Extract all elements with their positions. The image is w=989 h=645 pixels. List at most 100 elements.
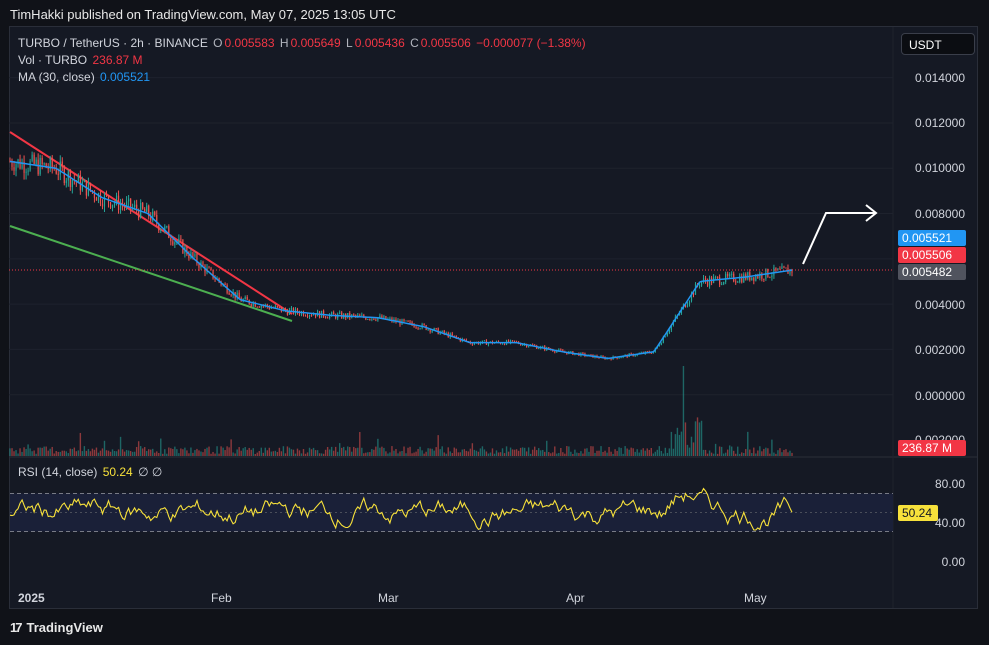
volume-bar xyxy=(51,446,53,456)
candle-body xyxy=(45,163,47,168)
volume-bar xyxy=(710,452,713,456)
candle-body xyxy=(548,347,550,350)
time-tick: Feb xyxy=(211,591,232,605)
volume-bar xyxy=(123,451,126,456)
volume-bar xyxy=(234,453,236,456)
volume-bar xyxy=(357,447,359,456)
volume-bar xyxy=(566,446,568,456)
candle-body xyxy=(79,174,81,191)
candle-body xyxy=(473,343,475,345)
volume-bar xyxy=(355,448,357,456)
volume-bar xyxy=(696,417,699,456)
volume-bar xyxy=(654,451,657,456)
volume-bar xyxy=(214,453,216,456)
volume-bar xyxy=(441,446,443,456)
volume-bar xyxy=(467,451,470,456)
volume-bar xyxy=(499,452,502,456)
candle-body xyxy=(487,342,490,345)
volume-bar xyxy=(351,451,353,456)
ma-legend[interactable]: MA (30, close) 0.005521 xyxy=(18,70,152,84)
volume-bar xyxy=(515,449,518,456)
volume-bar xyxy=(658,446,661,456)
symbol-label[interactable]: TURBO / TetherUS · 2h · BINANCE xyxy=(18,36,208,50)
volume-bar xyxy=(741,452,743,456)
candle-body xyxy=(236,292,238,299)
volume-bar xyxy=(379,447,381,456)
candle-body xyxy=(210,268,212,270)
volume-legend[interactable]: Vol · TURBO 236.87 M xyxy=(18,53,145,67)
price-tick: 0.008000 xyxy=(914,207,965,221)
candle-body xyxy=(329,314,331,318)
candle-body xyxy=(152,211,154,221)
rsi-value-tag: 50.24 xyxy=(898,505,938,521)
volume-bar xyxy=(196,448,198,456)
volume-bar xyxy=(385,451,387,456)
rsi-legend[interactable]: RSI (14, close) 50.24 ∅ ∅ xyxy=(18,465,164,479)
candle-body xyxy=(451,333,453,336)
volume-bar xyxy=(387,453,389,456)
volume-bar xyxy=(242,448,244,456)
volume-bar xyxy=(95,447,98,456)
volume-bar xyxy=(612,453,614,456)
volume-bar xyxy=(389,452,391,456)
candle-body xyxy=(156,214,158,224)
candle-body xyxy=(246,297,248,300)
candle-body xyxy=(196,254,198,264)
volume-bar xyxy=(302,449,305,456)
volume-bar xyxy=(391,446,393,456)
volume-bar xyxy=(397,453,399,456)
candle-body xyxy=(128,198,130,202)
candle-body xyxy=(29,160,31,171)
candle-body xyxy=(423,323,425,326)
volume-bar xyxy=(298,450,301,456)
volume-bar xyxy=(783,449,785,456)
candle-body xyxy=(413,324,415,328)
candle-body xyxy=(785,267,787,269)
candle-body xyxy=(284,308,287,311)
volume-bar xyxy=(19,448,21,456)
candle-body xyxy=(218,278,220,282)
volume-bar xyxy=(324,449,327,456)
volume-bar xyxy=(556,453,558,456)
candle-body xyxy=(501,343,504,345)
volume-bar xyxy=(9,448,11,456)
volume-bar xyxy=(296,448,299,456)
volume-bar xyxy=(162,453,164,456)
volume-bar xyxy=(393,450,395,456)
volume-bar xyxy=(145,450,148,456)
volume-bar xyxy=(596,450,598,456)
volume-bar xyxy=(230,439,232,456)
candle-body xyxy=(323,310,325,317)
open-label: O xyxy=(213,36,223,50)
candle-body xyxy=(668,330,670,334)
volume-bar xyxy=(290,449,293,456)
volume-bar xyxy=(137,441,140,456)
volume-bar xyxy=(767,448,769,456)
volume-bar xyxy=(487,453,490,456)
volume-bar xyxy=(316,450,319,456)
candle-body xyxy=(411,321,413,325)
candle-body xyxy=(365,317,367,320)
tradingview-logo[interactable]: 17 TradingView xyxy=(10,620,103,635)
candle-body xyxy=(302,311,305,316)
volume-bar xyxy=(620,447,622,456)
volume-bar xyxy=(461,449,464,456)
tradingview-logo-text: TradingView xyxy=(26,620,103,635)
volume-bar xyxy=(588,451,590,456)
volume-bar xyxy=(542,449,544,456)
volume-bar xyxy=(489,452,492,456)
candle-body xyxy=(306,315,309,317)
candle-body xyxy=(310,315,313,317)
volume-bar xyxy=(704,449,707,456)
candle-body xyxy=(373,318,375,320)
volume-bar xyxy=(77,450,80,456)
volume-bar xyxy=(403,446,405,456)
candle-body xyxy=(130,198,132,209)
currency-button[interactable]: USDT xyxy=(901,33,975,55)
rsi-tick: 80.00 xyxy=(934,477,965,491)
candle-body xyxy=(260,305,262,308)
candle-body xyxy=(59,161,61,175)
candle-body xyxy=(198,263,200,268)
candle-body xyxy=(296,308,299,313)
